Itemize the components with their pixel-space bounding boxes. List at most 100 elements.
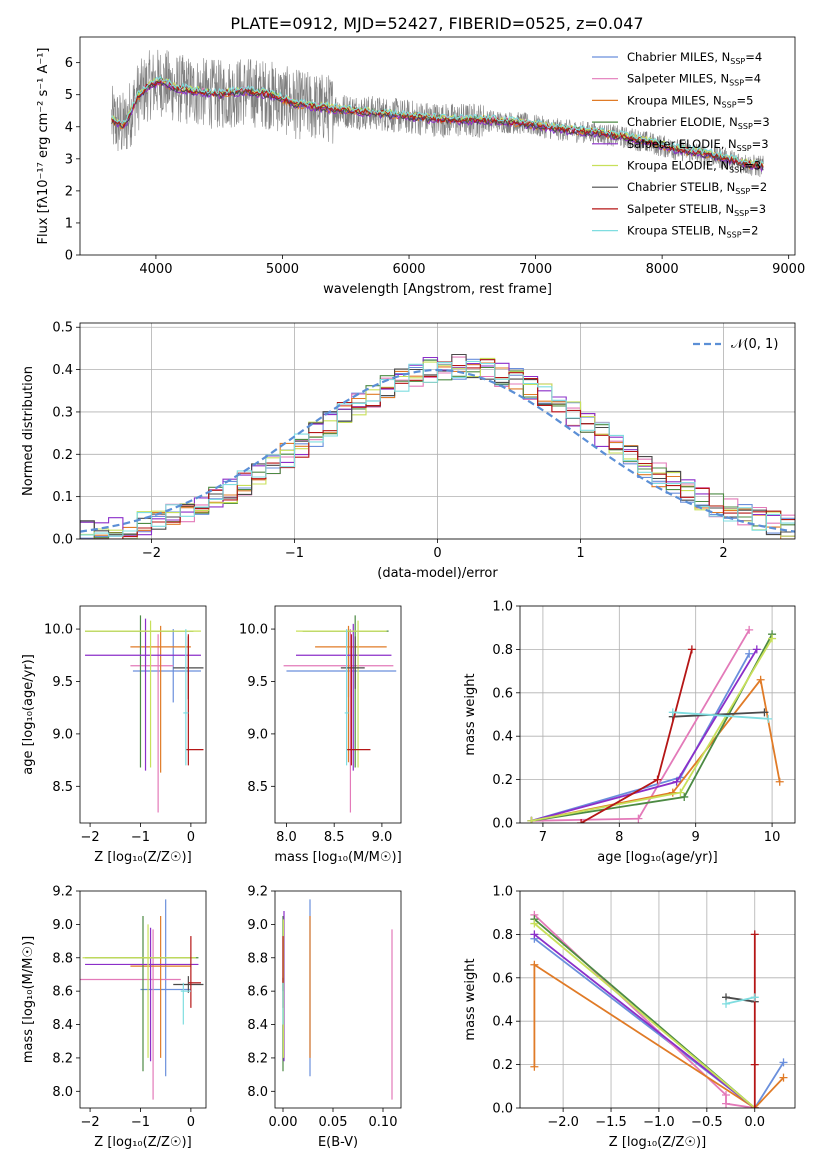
legend-entry-label: Kroupa MILES, NSSP=5 xyxy=(627,93,753,109)
x-tick-label: 8 xyxy=(615,830,623,845)
x-axis-label: E(B-V) xyxy=(318,1135,358,1150)
x-tick-label: 10 xyxy=(764,830,781,845)
legend-entry-count: =4 xyxy=(744,72,761,86)
legend-entry-count: =3 xyxy=(752,137,769,151)
y-axis-label: age [log₁₀(age/yr)] xyxy=(21,654,36,775)
legend-entry-name: Chabrier STELIB, N xyxy=(627,180,735,194)
y-tick-label: 0.6 xyxy=(492,686,513,701)
legend-entry-count: =2 xyxy=(742,224,759,238)
data-point xyxy=(676,788,685,797)
legend-entry-count: =3 xyxy=(753,115,770,129)
y-tick-label: 0.0 xyxy=(492,1102,513,1117)
x-tick-label: 7 xyxy=(539,830,547,845)
y-axis-label: mass [log₁₀(M/M☉)] xyxy=(21,936,36,1063)
y-tick-label: 0 xyxy=(65,249,73,264)
x-tick-label: 0 xyxy=(187,830,195,845)
legend-entry-label: Kroupa ELODIE, NSSP=3 xyxy=(627,159,761,175)
legend-entry-subscript: SSP xyxy=(729,166,744,175)
x-tick-label: −1 xyxy=(131,830,150,845)
x-tick-label: 7000 xyxy=(519,262,552,277)
y-tick-label: 8.2 xyxy=(52,1051,73,1066)
y-tick-label: 8.4 xyxy=(247,1018,268,1033)
legend-entry-name: Salpeter ELODIE, N xyxy=(627,137,737,151)
y-tick-label: 8.6 xyxy=(247,985,268,1000)
legend-entry-name: Salpeter MILES, N xyxy=(627,72,729,86)
data-point xyxy=(756,675,765,684)
x-tick-label: −2 xyxy=(142,546,161,561)
x-axis-label: (data-model)/error xyxy=(377,566,498,581)
legend-entry-count: =3 xyxy=(749,202,766,216)
y-tick-label: 10.0 xyxy=(44,623,73,638)
mass-vs-Z-panel: −2 −1 0 8.0 8.2 8.4 8.6 8.8 9.0 9.2 Z [log₁₀(Z/Z☉)… xyxy=(21,885,207,1150)
x-tick-label: −2 xyxy=(80,1115,99,1130)
x-tick-label: −1.5 xyxy=(595,1115,627,1130)
series-line xyxy=(725,996,755,1005)
y-tick-label: 0.6 xyxy=(492,971,513,986)
series-line xyxy=(533,963,785,1108)
x-tick-label: 0.00 xyxy=(269,1115,298,1130)
x-tick-label: 9 xyxy=(692,830,700,845)
x-axis-label: age [log₁₀(age/yr)] xyxy=(597,850,718,865)
data-point xyxy=(672,777,681,786)
y-tick-label: 2 xyxy=(65,184,73,199)
axes-frame xyxy=(274,605,402,824)
y-tick-label: 0.4 xyxy=(492,730,513,745)
y-tick-label: 8.6 xyxy=(52,985,73,1000)
legend-entry-subscript: SSP xyxy=(727,231,742,240)
legend-entry-subscript: SSP xyxy=(738,122,753,131)
data-point xyxy=(530,1062,539,1071)
legend-entry-name: Kroupa STELIB, N xyxy=(627,224,727,238)
data-point xyxy=(722,1099,731,1108)
y-tick-label: 0.0 xyxy=(52,533,73,548)
y-tick-label: 0.2 xyxy=(492,1058,513,1073)
legend-entry-count: =5 xyxy=(737,93,754,107)
model-spectrum-line xyxy=(111,75,764,167)
y-tick-label: 0.8 xyxy=(492,643,513,658)
y-tick-label: 8.0 xyxy=(247,1085,268,1100)
y-tick-label: 9.0 xyxy=(52,918,73,933)
axes-frame xyxy=(274,890,402,1109)
x-tick-label: 0 xyxy=(187,1115,195,1130)
axes-frame xyxy=(79,605,207,824)
data-point xyxy=(530,919,539,928)
x-tick-label: 0 xyxy=(433,546,441,561)
series-line xyxy=(531,633,773,822)
legend-entry-label: 𝒩(0, 1) xyxy=(731,337,778,352)
age-vs-Z-plot-area xyxy=(85,615,204,813)
residuals-panel: −2 −1 0 1 2 0.0 0.1 0.2 0.3 0.4 0.5 (data-model)/er… xyxy=(21,321,796,581)
y-tick-label: 0.8 xyxy=(492,928,513,943)
series-line xyxy=(672,711,765,718)
legend-entry-name: Kroupa MILES, N xyxy=(627,93,722,107)
y-tick-label: 0.0 xyxy=(492,817,513,832)
data-point xyxy=(775,777,784,786)
x-tick-label: −1 xyxy=(131,1115,150,1130)
series-line xyxy=(533,933,756,1108)
y-axis-label: mass weight xyxy=(463,673,478,755)
series-line xyxy=(531,638,773,822)
data-point xyxy=(687,645,696,654)
y-tick-label: 3 xyxy=(65,152,73,167)
y-tick-label: 0.1 xyxy=(52,490,73,505)
x-tick-label: 8.0 xyxy=(276,830,297,845)
x-tick-label: 9000 xyxy=(772,262,805,277)
age-vs-mass-panel: 8.0 8.5 9.0 8.5 9.0 9.5 10.0 mass [log₁₀(M/M☉)] xyxy=(239,605,402,865)
y-tick-label: 9.0 xyxy=(247,918,268,933)
y-tick-label: 10.0 xyxy=(239,623,268,638)
mass-vs-ebv-panel: 0.00 0.05 0.10 8.0 8.2 8.4 8.6 8.8 9.0 9.2 E(B-V) xyxy=(247,885,402,1150)
legend-entry-label: Chabrier MILES, NSSP=4 xyxy=(627,50,762,66)
figure-title: PLATE=0912, MJD=52427, FIBERID=0525, z=0… xyxy=(230,14,643,33)
legend-entry-subscript: SSP xyxy=(734,209,749,218)
x-tick-label: 8.5 xyxy=(324,830,345,845)
y-tick-label: 8.0 xyxy=(52,1085,73,1100)
data-point xyxy=(764,714,773,723)
series-line xyxy=(533,922,756,1108)
x-tick-label: 0.10 xyxy=(369,1115,398,1130)
y-tick-label: 0.2 xyxy=(52,448,73,463)
data-point xyxy=(634,814,643,823)
y-tick-label: 0.5 xyxy=(52,321,73,336)
normal-curve xyxy=(80,368,795,533)
data-point xyxy=(680,792,689,801)
data-point xyxy=(577,819,586,823)
data-point xyxy=(750,930,759,939)
